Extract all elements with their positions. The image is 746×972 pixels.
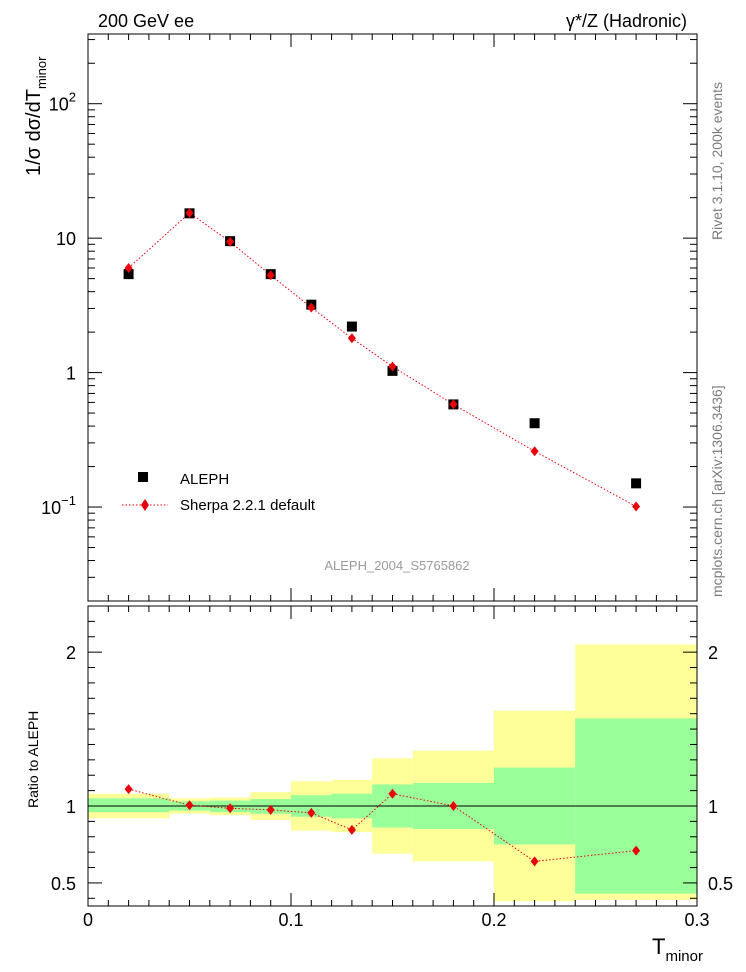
x-tick-label: 0.2 — [481, 910, 506, 930]
header-right-label: γ*/Z (Hadronic) — [566, 11, 687, 31]
ratio-mc-line — [128, 788, 637, 862]
main-ytick-label: 102 — [49, 90, 76, 115]
main-ytick-label: 10−1 — [41, 493, 76, 518]
ratio-ytick-label-left: 0.5 — [51, 874, 76, 894]
main-ylabel-text: 1/σ dσ/dT — [23, 89, 45, 176]
main-ylabel: 1/σ dσ/dTminor — [23, 56, 49, 176]
ratio-ytick-label-left: 1 — [66, 797, 76, 817]
mc-line — [128, 212, 637, 507]
ratio-mc-point-9 — [632, 845, 641, 856]
mc-point-3 — [266, 270, 275, 281]
data-point-0 — [123, 269, 134, 280]
mc-point-6 — [388, 361, 397, 372]
x-label-sub: minor — [665, 948, 703, 965]
ratio-ytick-label-right: 0.5 — [708, 874, 733, 894]
analysis-watermark: ALEPH_2004_S5765862 — [324, 558, 469, 573]
rivet-label: Rivet 3.1.10, 200k events — [709, 82, 725, 240]
legend-mc-label: Sherpa 2.2.1 default — [180, 497, 316, 514]
ratio-mc-point-0 — [124, 784, 133, 795]
legend: ALEPH Sherpa 2.2.1 default — [122, 471, 316, 514]
ratio-stat-band-0 — [88, 798, 170, 813]
mc-point-2 — [226, 236, 235, 247]
legend-mc-marker — [141, 499, 149, 511]
mc-point-7 — [449, 399, 458, 410]
legend-data-label: ALEPH — [180, 471, 229, 488]
ratio-ytick-label-left: 2 — [66, 643, 76, 663]
ratio-ytick-label-right: 1 — [708, 797, 718, 817]
x-axis-label: Tminor — [652, 934, 703, 965]
ratio-mc-point-7 — [449, 801, 458, 811]
ratio-ytick-label-right: 2 — [708, 643, 718, 663]
ratio-mc-point-2 — [226, 803, 235, 814]
x-tick-label: 0 — [83, 910, 93, 930]
main-ytick-label: 1 — [66, 364, 76, 384]
mc-point-9 — [632, 501, 641, 512]
mc-point-8 — [530, 446, 539, 457]
plot-layer: 0 0.1 0.2 0.3 10−1 1 10 102 0.5 0.5 1 1 2 2 — [41, 33, 733, 930]
ratio-ylabel: Ratio to ALEPH — [25, 711, 41, 808]
svg-text:1/σ dσ/dTminor: 1/σ dσ/dTminor — [23, 56, 49, 176]
mcplots-label: mcplots.cern.ch [arXiv:1306.3436] — [709, 385, 725, 597]
ratio-mc-point-1 — [185, 800, 194, 811]
main-ytick-label: 10 — [56, 229, 76, 249]
ratio-mc-point-5 — [347, 824, 356, 835]
mc-point-4 — [307, 302, 316, 313]
mc-point-5 — [347, 333, 356, 344]
mc-point-1 — [185, 207, 194, 218]
main-plot-frame — [87, 33, 698, 602]
main-ylabel-sub: minor — [34, 56, 49, 89]
svg-text:Tminor: Tminor — [652, 934, 703, 965]
data-point-8 — [529, 418, 540, 429]
ratio-mc-point-4 — [307, 807, 316, 818]
legend-data-marker — [138, 472, 148, 482]
ratio-mc-point-8 — [530, 856, 539, 867]
x-tick-label: 0.1 — [278, 910, 303, 930]
x-label-text: T — [652, 934, 665, 959]
data-point-9 — [631, 478, 642, 489]
header-left-label: 200 GeV ee — [98, 11, 194, 31]
ratio-mc-point-6 — [388, 788, 397, 799]
mc-point-0 — [124, 262, 133, 273]
ratio-mc-point-3 — [266, 804, 275, 815]
x-tick-label: 0.3 — [684, 910, 709, 930]
data-point-5 — [346, 321, 357, 332]
